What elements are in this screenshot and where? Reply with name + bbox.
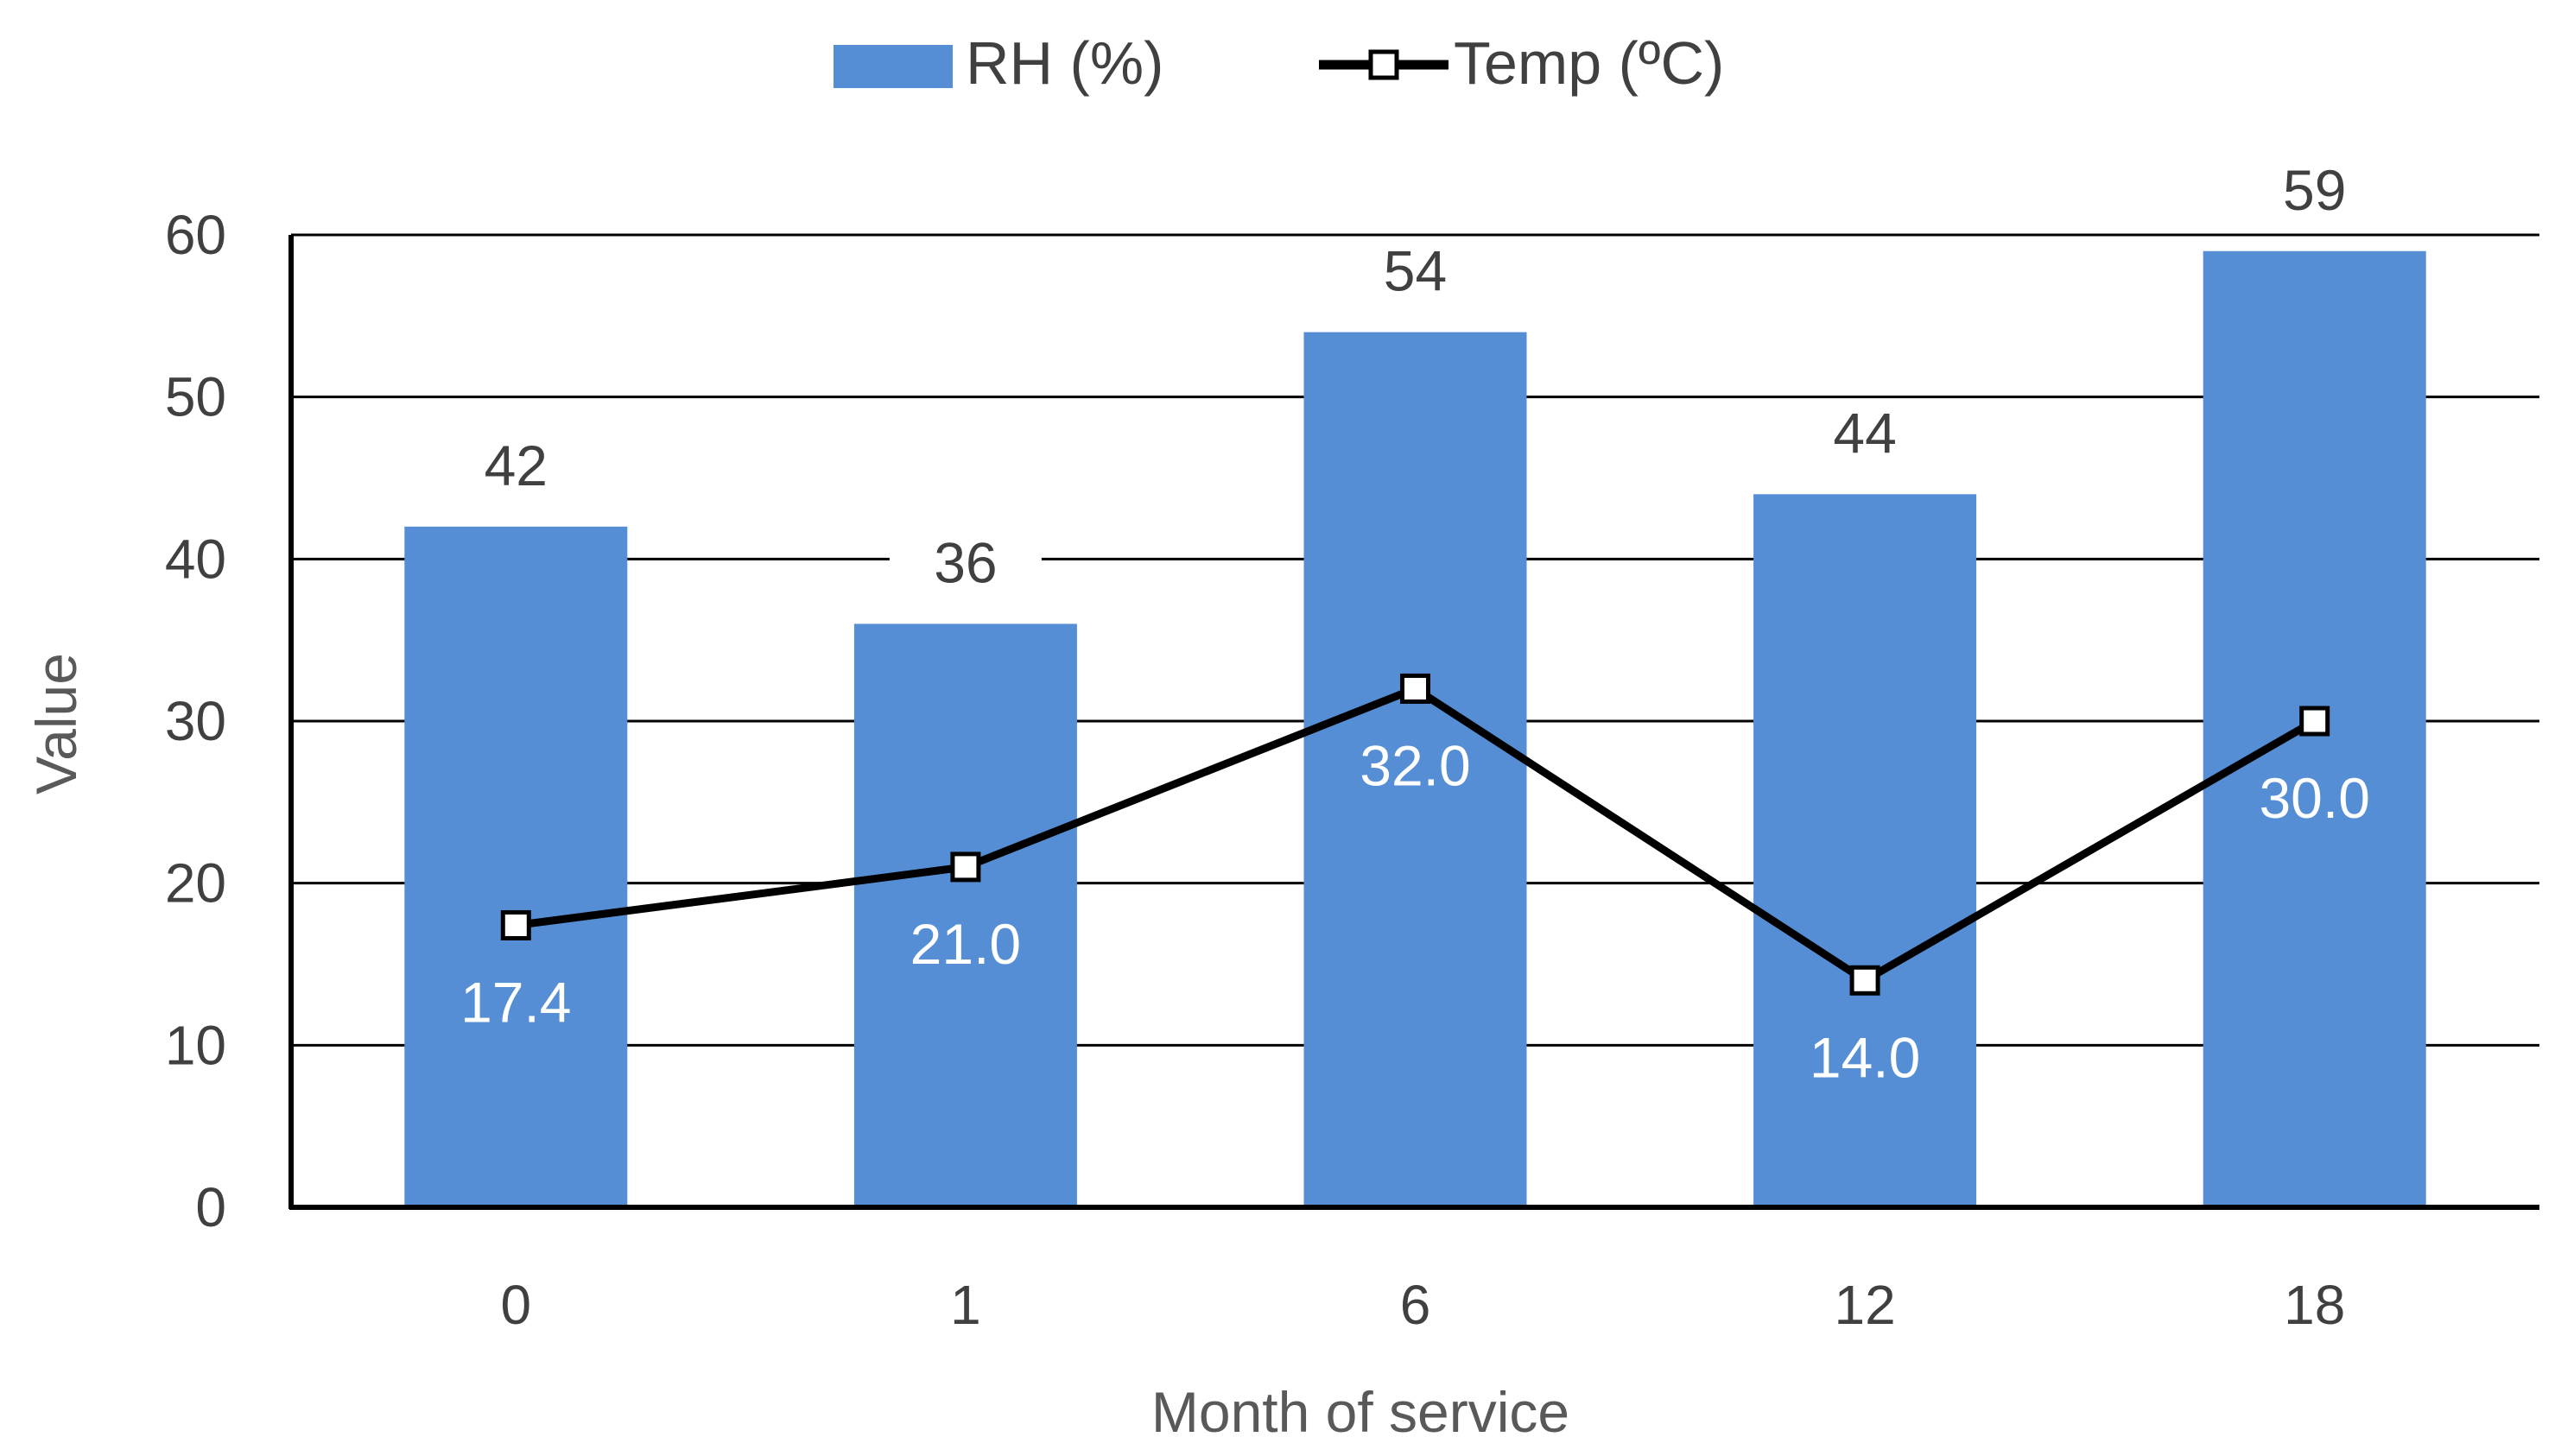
temp-data-label: 32.0 (1360, 733, 1470, 797)
legend-temp-marker (1368, 49, 1399, 80)
axes: 0 10 20 30 40 50 60 0 1 6 12 18 (165, 204, 2539, 1336)
y-axis-title: Value (24, 653, 88, 794)
x-tick-label: 18 (2284, 1274, 2345, 1336)
temp-data-label: 17.4 (460, 970, 571, 1034)
y-tick-label: 60 (165, 204, 226, 266)
rh-label-background (1339, 244, 1492, 307)
rh-bars (404, 250, 2426, 1208)
rh-data-label: 44 (1833, 401, 1896, 465)
rh-bar (1303, 332, 1527, 1208)
temp-marker (2299, 706, 2330, 737)
rh-label-background (1789, 406, 1942, 469)
x-tick-label: 6 (1400, 1274, 1431, 1336)
rh-data-label: 36 (934, 530, 997, 594)
rh-bar (1753, 494, 1977, 1207)
x-axis-title: Month of service (1151, 1380, 1569, 1444)
rh-data-label: 59 (2283, 158, 2346, 222)
x-tick-label: 0 (501, 1274, 532, 1336)
rh-data-label: 54 (1384, 239, 1447, 303)
rh-bar (853, 624, 1077, 1207)
temp-marker (1849, 965, 1880, 996)
rh-label-background (440, 438, 593, 501)
y-tick-label: 0 (195, 1176, 226, 1238)
x-tick-label: 12 (1835, 1274, 1896, 1336)
temp-line-series (500, 673, 2330, 996)
legend-rh-swatch (834, 45, 953, 88)
y-tick-label: 10 (165, 1014, 226, 1076)
legend-temp-label: Temp (ºC) (1454, 29, 1724, 97)
legend-rh-label: RH (%) (966, 29, 1163, 97)
temp-marker (950, 851, 981, 883)
temp-marker (500, 909, 531, 940)
rh-label-background (889, 535, 1042, 598)
y-tick-label: 30 (165, 690, 226, 752)
temp-data-label: 21.0 (910, 912, 1021, 976)
data-labels: 42 36 54 44 59 17.4 21.0 32.0 14.0 30.0 (440, 158, 2391, 1089)
temp-data-label: 14.0 (1810, 1025, 1920, 1089)
legend: RH (%) Temp (ºC) (834, 29, 1724, 97)
rh-data-label: 42 (485, 434, 548, 497)
y-tick-label: 50 (165, 366, 226, 428)
y-tick-label: 20 (165, 852, 226, 915)
x-tick-label: 1 (950, 1274, 981, 1336)
y-tick-label: 40 (165, 528, 226, 590)
temp-data-label: 30.0 (2259, 766, 2369, 830)
rh-bar (404, 526, 628, 1207)
temp-marker (1400, 673, 1430, 704)
rh-label-background (2238, 162, 2391, 225)
